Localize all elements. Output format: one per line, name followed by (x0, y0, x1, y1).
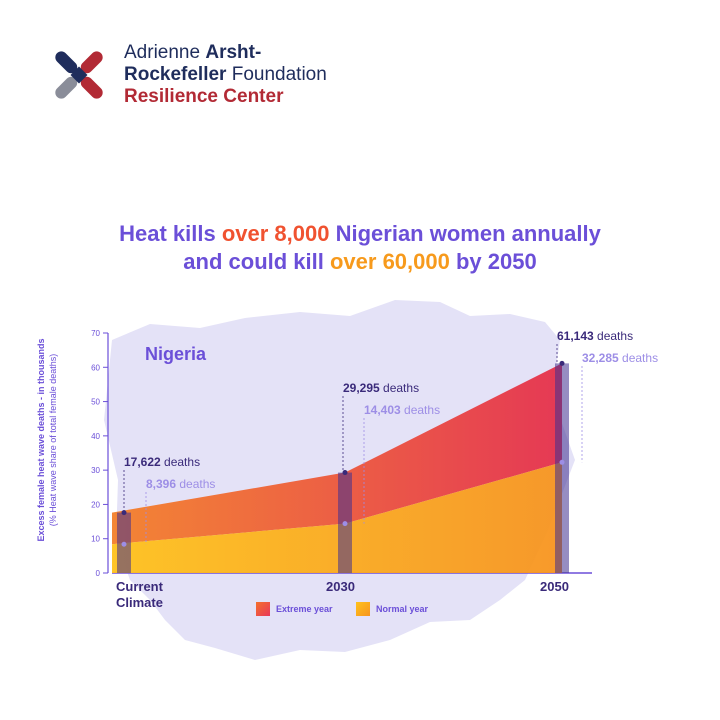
headline-part: and could kill (183, 249, 330, 274)
x-tick-current-climate: Current Climate (116, 579, 163, 611)
y-tick-label: 30 (91, 466, 100, 475)
data-label-normal: 14,403 deaths (364, 403, 440, 417)
chart-labels: 17,622 deaths 8,396 deaths 29,295 deaths 14… (121, 329, 658, 547)
data-label-normal: 8,396 deaths (146, 477, 215, 491)
org-line1-bold: Arsht- (205, 42, 262, 63)
foundation-logo-icon (55, 51, 103, 99)
y-tick-label: 50 (91, 398, 100, 407)
y-tick-label: 0 (96, 569, 101, 578)
legend-label-normal: Normal year (376, 604, 429, 614)
y-tick-label: 20 (91, 500, 100, 509)
x-tick-line: Current (116, 579, 163, 594)
legend-normal: Normal year (356, 602, 428, 616)
legend-label-extreme: Extreme year (276, 604, 333, 614)
org-line2-regular: Foundation (226, 64, 327, 85)
legend-swatch-normal (356, 602, 370, 616)
data-label-extreme: 29,295 deaths (343, 381, 419, 395)
headline-part: Heat kills (119, 221, 222, 246)
y-tick-label: 70 (91, 329, 100, 338)
x-tick-2050: 2050 (540, 579, 569, 594)
data-column (555, 363, 569, 573)
data-point-normal (342, 521, 348, 527)
area-normal-year (112, 462, 562, 573)
legend-swatch-extreme (256, 602, 270, 616)
y-tick-label: 10 (91, 535, 100, 544)
data-point-extreme (121, 510, 127, 516)
org-line1-regular: Adrienne (124, 42, 206, 63)
y-axis-subtitle: (% Heat wave share of total female death… (48, 353, 58, 527)
y-tick-label: 40 (91, 432, 100, 441)
y-axis-label: Excess female heat wave deaths - in thou… (35, 320, 65, 560)
data-point-normal (559, 459, 565, 465)
data-label-extreme: 61,143 deaths (557, 329, 633, 343)
data-point-normal (121, 541, 127, 547)
headline-part: Nigerian women annually (329, 221, 601, 246)
legend-extreme: Extreme year (256, 602, 333, 616)
y-axis-title: Excess female heat wave deaths - in thou… (36, 338, 46, 542)
org-line2-bold: Rockefeller (124, 64, 227, 85)
map-label: Nigeria (145, 344, 207, 364)
headline-part: by 2050 (449, 249, 537, 274)
headline-highlight: over 8,000 (221, 221, 330, 246)
org-line3: Resilience Center (124, 86, 284, 107)
data-point-extreme (342, 470, 348, 476)
headline-highlight: over 60,000 (329, 249, 450, 274)
x-tick-line: Climate (116, 595, 163, 610)
y-tick-label: 60 (91, 363, 100, 372)
x-tick-2030: 2030 (326, 579, 355, 594)
data-label-extreme: 17,622 deaths (124, 455, 200, 469)
headline: Heat kills over 8,000 Nigerian women ann… (0, 220, 720, 276)
area-extreme-year (112, 363, 562, 545)
organization-name: Adrienne Arsht- Rockefeller Foundation R… (124, 42, 327, 108)
data-point-extreme (559, 360, 565, 366)
data-label-normal: 32,285 deaths (582, 351, 658, 365)
